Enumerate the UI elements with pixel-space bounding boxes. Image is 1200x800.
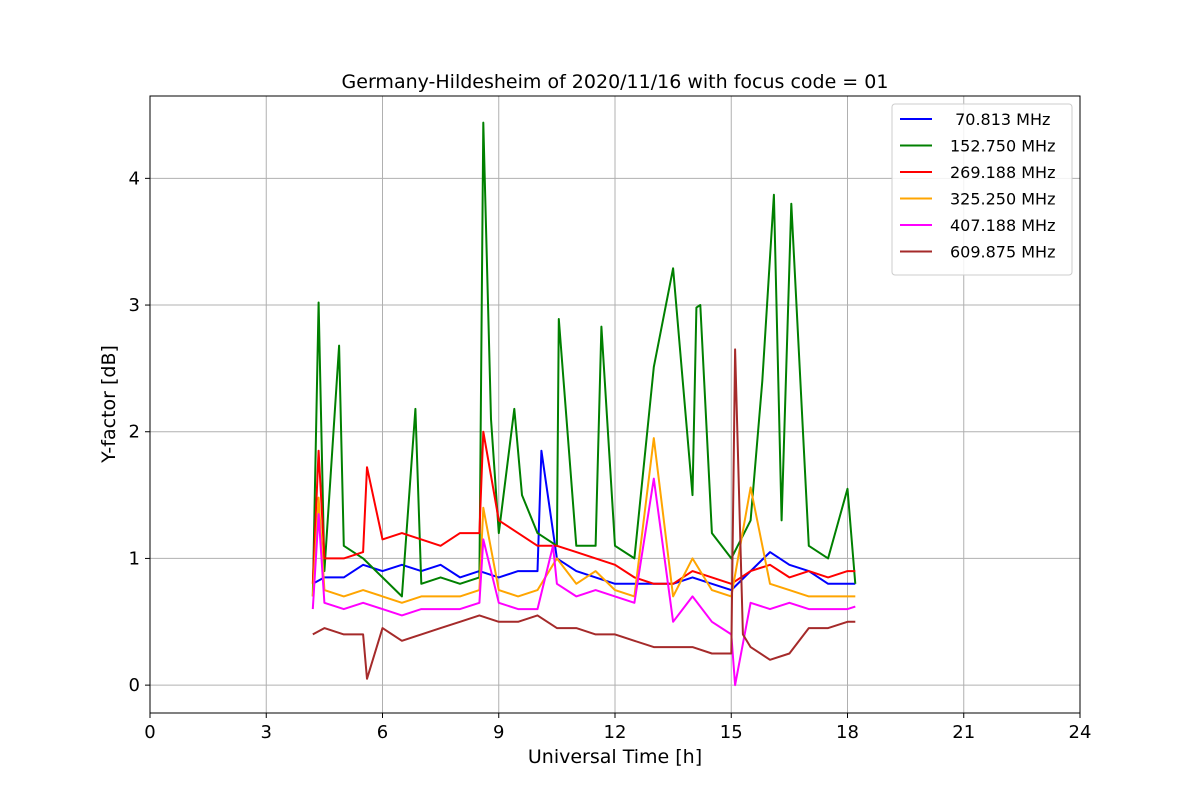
x-tick-label: 12 [604,722,627,743]
y-tick-label: 4 [129,168,140,189]
x-tick-label: 15 [720,722,743,743]
x-tick-label: 24 [1069,722,1092,743]
legend-label: 407.188 MHz [950,216,1055,235]
legend-box [891,103,1073,276]
series-line-5 [312,348,856,680]
legend-label: 609.875 MHz [950,243,1055,262]
x-tick-label: 18 [836,722,859,743]
legend-label: 269.188 MHz [950,163,1055,182]
series-line-2 [311,430,856,585]
legend: 70.813 MHz 152.750 MHz 269.188 MHz 325.250 … [891,103,1073,276]
x-tick-label: 3 [261,722,272,743]
x-tick-label: 6 [377,722,388,743]
x-tick-label: 9 [493,722,504,743]
y-tick-label: 3 [129,295,140,316]
y-tick-label: 1 [129,548,140,569]
series-line-4 [311,477,856,687]
plot-area [311,121,857,687]
series-line-3 [311,437,856,604]
y-tick-label: 2 [129,422,140,443]
series-line-1 [311,121,857,598]
x-axis-label: Universal Time [h] [528,746,702,768]
x-tick-label: 0 [144,722,155,743]
legend-label: 325.250 MHz [950,190,1055,209]
y-tick-label: 0 [129,675,140,696]
legend-label: 152.750 MHz [950,137,1055,156]
series-line-0 [312,449,856,592]
x-tick-label: 21 [952,722,975,743]
y-axis-label: Y-factor [dB] [98,345,120,464]
chart-title: Germany-Hildesheim of 2020/11/16 with fo… [342,71,889,93]
legend-label: 70.813 MHz [950,110,1050,129]
